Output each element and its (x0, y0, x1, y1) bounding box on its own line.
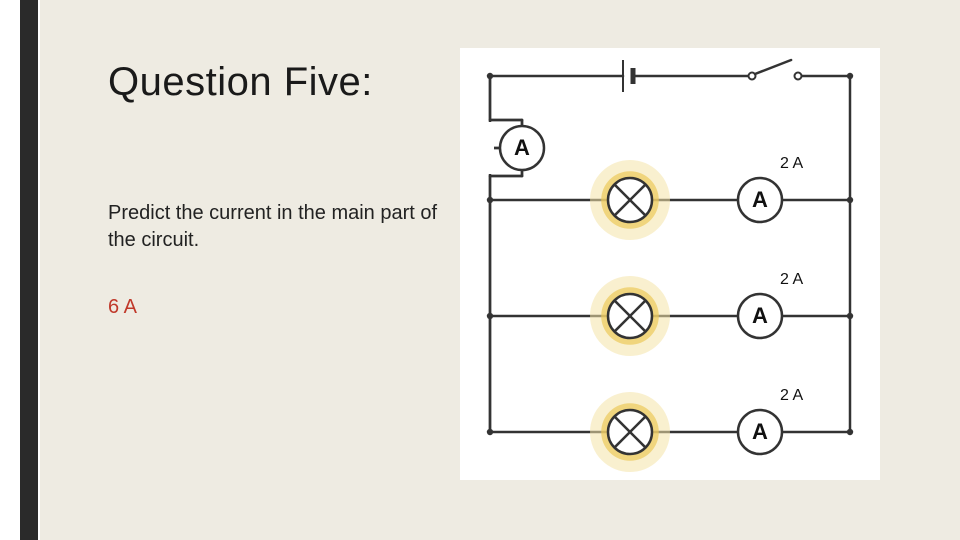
svg-text:2 A: 2 A (780, 387, 803, 404)
svg-text:A: A (752, 303, 768, 328)
svg-text:A: A (752, 419, 768, 444)
sidebar-panel (0, 0, 40, 540)
answer-text: 6 A (108, 296, 448, 319)
question-body: Predict the current in the main part of … (108, 200, 448, 254)
sidebar-accent-stripe (20, 0, 38, 540)
text-content: Question Five: Predict the current in th… (108, 60, 448, 319)
svg-text:2 A: 2 A (780, 155, 803, 172)
svg-text:A: A (752, 187, 768, 212)
circuit-diagram: A A 2 A A 2 A A 2 A (460, 48, 880, 480)
slide-title: Question Five: (108, 60, 448, 105)
svg-text:A: A (514, 135, 530, 160)
svg-text:2 A: 2 A (780, 271, 803, 288)
